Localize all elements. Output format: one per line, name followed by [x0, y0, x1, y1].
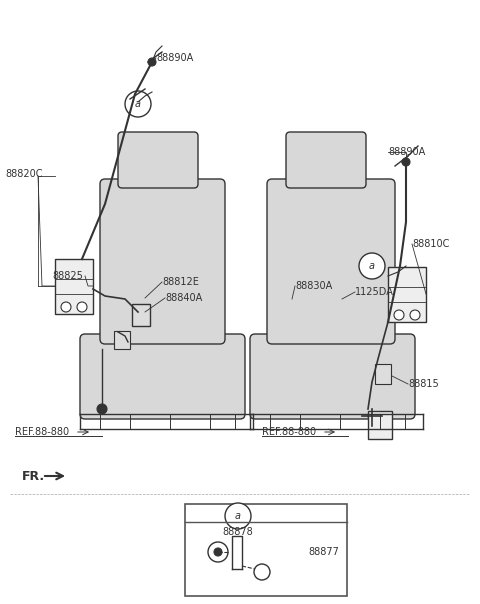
Circle shape: [214, 548, 222, 556]
Circle shape: [368, 412, 376, 420]
Text: REF.88-880: REF.88-880: [15, 427, 69, 437]
Circle shape: [77, 302, 87, 312]
Text: a: a: [135, 99, 141, 109]
Text: 88825: 88825: [52, 271, 83, 281]
Circle shape: [394, 310, 404, 320]
FancyBboxPatch shape: [250, 334, 415, 419]
Bar: [375, 364, 391, 384]
Text: 88878: 88878: [222, 527, 253, 537]
Text: FR.: FR.: [22, 469, 45, 483]
Text: 88820C: 88820C: [5, 169, 43, 179]
Text: 88840A: 88840A: [165, 293, 202, 303]
Text: 88890A: 88890A: [156, 53, 193, 63]
Text: 88890A: 88890A: [388, 147, 425, 157]
Bar: [114, 331, 130, 349]
FancyBboxPatch shape: [267, 179, 395, 344]
Text: 88810C: 88810C: [412, 239, 449, 249]
Circle shape: [254, 564, 270, 580]
FancyBboxPatch shape: [80, 334, 245, 419]
Circle shape: [125, 91, 151, 117]
Circle shape: [97, 404, 107, 414]
FancyBboxPatch shape: [118, 132, 198, 188]
Text: a: a: [235, 511, 241, 521]
Circle shape: [359, 253, 385, 279]
Circle shape: [225, 503, 251, 529]
Bar: [55, 259, 93, 314]
Bar: [368, 411, 392, 439]
Circle shape: [410, 310, 420, 320]
Bar: [185, 504, 347, 596]
Text: 88815: 88815: [408, 379, 439, 389]
Text: 88812E: 88812E: [162, 277, 199, 287]
Circle shape: [148, 58, 156, 66]
Circle shape: [61, 302, 71, 312]
FancyBboxPatch shape: [100, 179, 225, 344]
Text: 88830A: 88830A: [295, 281, 332, 291]
Text: a: a: [369, 261, 375, 271]
Circle shape: [208, 542, 228, 562]
Circle shape: [402, 158, 410, 166]
Text: 88877: 88877: [308, 547, 339, 557]
Text: 1125DA: 1125DA: [355, 287, 394, 297]
Bar: [388, 267, 426, 322]
Bar: [132, 304, 150, 326]
FancyBboxPatch shape: [286, 132, 366, 188]
Text: REF.88-880: REF.88-880: [262, 427, 316, 437]
